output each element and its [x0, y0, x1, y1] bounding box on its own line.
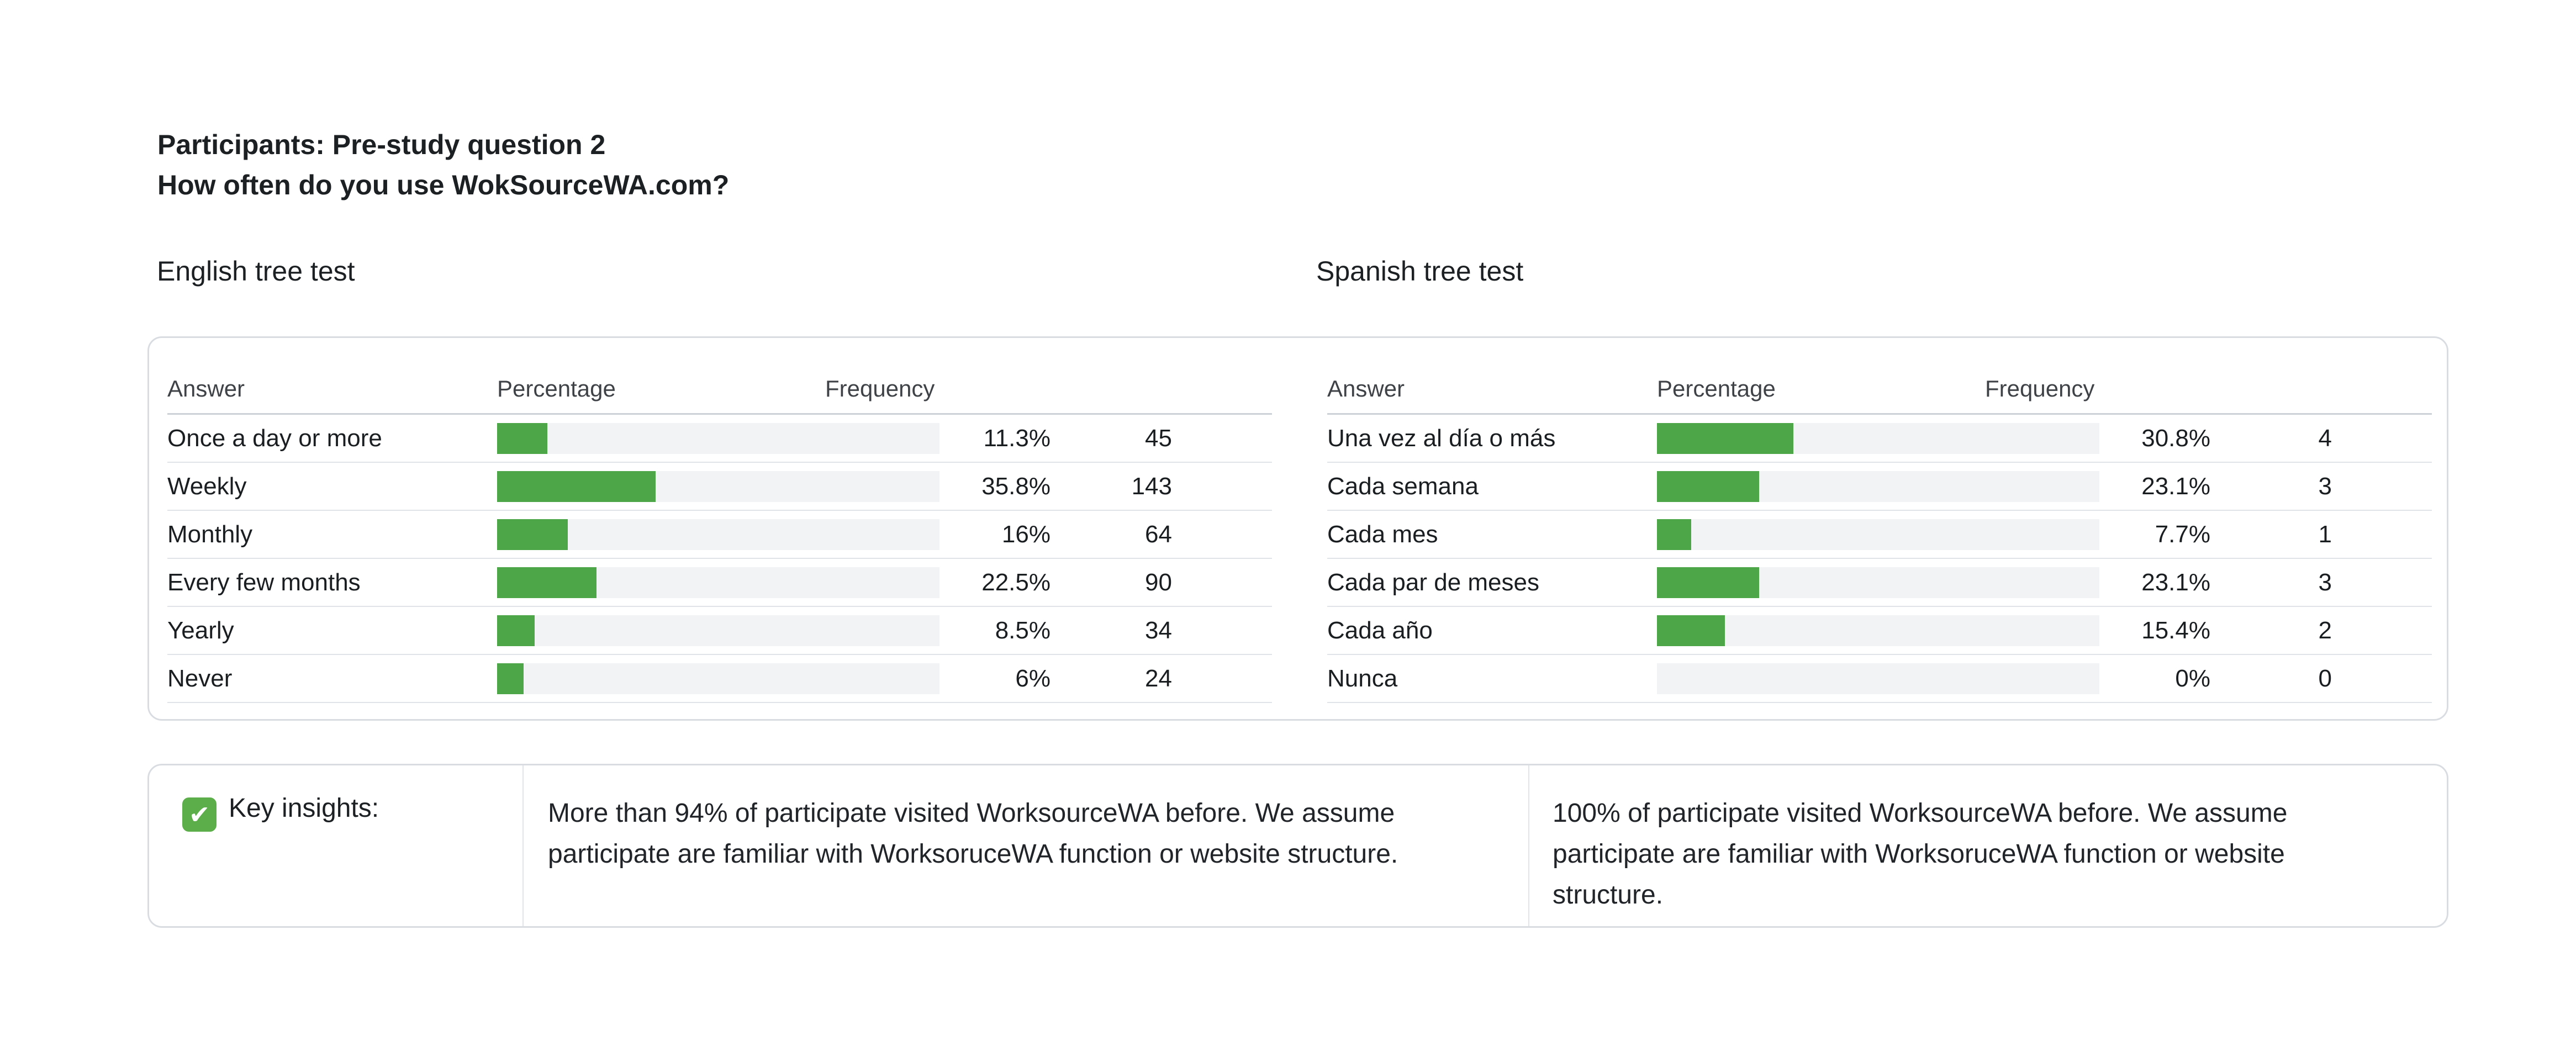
answer-cell: Yearly [167, 616, 234, 644]
answer-cell: Cada par de meses [1327, 568, 1539, 596]
percentage-bar-fill [497, 519, 568, 550]
page-title-line1: Participants: Pre-study question 2 [157, 129, 606, 160]
insight-spanish-cell: 100% of participate visited WorksourceWA… [1529, 765, 2447, 926]
percentage-bar-track [1657, 471, 2099, 502]
percentage-bar-fill [1657, 519, 1691, 550]
frequency-column-header: Frequency [825, 376, 935, 401]
percentage-bar-fill [497, 663, 524, 694]
key-insights-card: Key insights: More than 94% of participa… [147, 764, 2448, 928]
percentage-value: 8.5% [995, 616, 1051, 644]
table-header-row: Answer Percentage Frequency [167, 364, 1272, 415]
frequency-value: 45 [1145, 424, 1172, 452]
table-header-row: Answer Percentage Frequency [1327, 364, 2432, 415]
table-row: Every few months 22.5% 90 [167, 559, 1272, 607]
answer-column-header: Answer [1327, 376, 1405, 401]
frequency-value: 4 [2318, 424, 2332, 452]
frequency-value: 90 [1145, 568, 1172, 596]
answer-cell: Never [167, 664, 233, 692]
percentage-bar-fill [497, 567, 597, 598]
percentage-column-header: Percentage [497, 376, 616, 401]
answer-column-header: Answer [167, 376, 245, 401]
answer-cell: Once a day or more [167, 424, 382, 452]
spanish-section-title: Spanish tree test [1316, 256, 1524, 287]
percentage-value: 15.4% [2141, 616, 2210, 644]
page-title-line2: How often do you use WokSourceWA.com? [157, 170, 730, 200]
frequency-value: 2 [2318, 616, 2332, 644]
table-row: Monthly 16% 64 [167, 511, 1272, 559]
answer-cell: Weekly [167, 472, 247, 500]
percentage-bar-track [497, 567, 939, 598]
answer-cell: Cada semana [1327, 472, 1479, 500]
percentage-value: 7.7% [2155, 520, 2210, 548]
table-row: Una vez al día o más 30.8% 4 [1327, 415, 2432, 463]
percentage-value: 11.3% [983, 424, 1051, 452]
percentage-bar-fill [1657, 567, 1760, 598]
percentage-value: 30.8% [2141, 424, 2210, 452]
english-results-table: Answer Percentage Frequency Once a day o… [167, 364, 1272, 719]
percentage-bar-fill [497, 422, 547, 454]
percentage-bar-fill [1657, 422, 1793, 454]
percentage-bar-fill [1657, 615, 1725, 646]
percentage-bar-fill [1657, 471, 1760, 502]
percentage-bar-track [1657, 615, 2099, 646]
page-header: Participants: Pre-study question 2 How o… [157, 125, 729, 205]
percentage-bar-track [497, 422, 939, 454]
table-row: Cada semana 23.1% 3 [1327, 463, 2432, 511]
frequency-column-header: Frequency [1985, 376, 2095, 401]
percentage-bar-track [1657, 519, 2099, 550]
insight-english-text: More than 94% of participate visited Wor… [548, 799, 1398, 869]
table-row: Yearly 8.5% 34 [167, 607, 1272, 655]
table-row: Nunca 0% 0 [1327, 655, 2432, 703]
insight-spanish-text: 100% of participate visited WorksourceWA… [1553, 799, 2288, 910]
answer-cell: Monthly [167, 520, 253, 548]
answer-cell: Every few months [167, 568, 361, 596]
percentage-value: 22.5% [981, 568, 1051, 596]
frequency-value: 1 [2318, 520, 2332, 548]
percentage-bar-track [497, 663, 939, 694]
percentage-bar-track [497, 471, 939, 502]
frequency-value: 34 [1145, 616, 1172, 644]
percentage-bar-track [1657, 567, 2099, 598]
percentage-value: 23.1% [2141, 568, 2210, 596]
frequency-value: 0 [2318, 664, 2332, 692]
answer-cell: Nunca [1327, 664, 1398, 692]
table-body: Once a day or more 11.3% 45 Weekly 35.8%… [167, 415, 1272, 703]
english-section-title: English tree test [157, 256, 355, 287]
results-card: Answer Percentage Frequency Once a day o… [147, 336, 2448, 721]
table-row: Never 6% 24 [167, 655, 1272, 703]
insight-english-cell: More than 94% of participate visited Wor… [524, 765, 1529, 926]
percentage-value: 6% [1015, 664, 1051, 692]
percentage-bar-track [497, 615, 939, 646]
frequency-value: 3 [2318, 472, 2332, 500]
check-mark-icon [182, 797, 217, 832]
frequency-value: 3 [2318, 568, 2332, 596]
answer-cell: Cada mes [1327, 520, 1438, 548]
table-row: Weekly 35.8% 143 [167, 463, 1272, 511]
answer-cell: Cada año [1327, 616, 1433, 644]
percentage-column-header: Percentage [1657, 376, 1776, 401]
frequency-value: 64 [1145, 520, 1172, 548]
answer-cell: Una vez al día o más [1327, 424, 1556, 452]
percentage-bar-track [497, 519, 939, 550]
table-row: Cada año 15.4% 2 [1327, 607, 2432, 655]
frequency-value: 24 [1145, 664, 1172, 692]
key-insights-label: Key insights: [229, 794, 379, 823]
percentage-bar-fill [497, 471, 656, 502]
frequency-value: 143 [1131, 472, 1172, 500]
spanish-results-table: Answer Percentage Frequency Una vez al d… [1327, 364, 2432, 719]
table-row: Cada par de meses 23.1% 3 [1327, 559, 2432, 607]
percentage-bar-track [1657, 663, 2099, 694]
percentage-bar-fill [497, 615, 535, 646]
table-row: Once a day or more 11.3% 45 [167, 415, 1272, 463]
table-row: Cada mes 7.7% 1 [1327, 511, 2432, 559]
percentage-value: 0% [2175, 664, 2210, 692]
table-body: Una vez al día o más 30.8% 4 Cada semana… [1327, 415, 2432, 703]
percentage-value: 35.8% [981, 472, 1051, 500]
key-insights-label-cell: Key insights: [149, 765, 524, 926]
percentage-value: 16% [1001, 520, 1051, 548]
percentage-value: 23.1% [2141, 472, 2210, 500]
percentage-bar-track [1657, 422, 2099, 454]
